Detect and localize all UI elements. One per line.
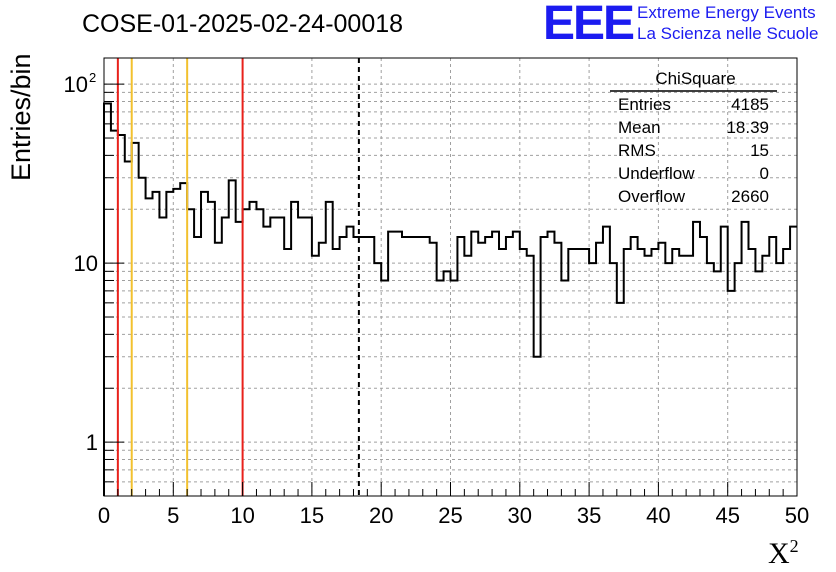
stats-value: 2660 (731, 187, 769, 206)
histogram-bin (582, 249, 589, 496)
histogram-bin (603, 227, 610, 496)
y-axis-label: Entries/bin (6, 53, 36, 181)
histogram-bin (146, 198, 153, 496)
histogram-bin (700, 237, 707, 496)
logo-subtitle-2: La Scienza nelle Scuole (637, 24, 819, 43)
x-axis-label: X2 (768, 536, 799, 571)
x-tick-label: 10 (230, 503, 254, 528)
histogram-bin (534, 357, 541, 496)
histogram-bin (250, 202, 257, 496)
histogram-bin (541, 237, 548, 496)
histogram-bin (665, 263, 672, 496)
stats-value: 15 (750, 141, 769, 160)
stats-value: 0 (760, 164, 769, 183)
histogram-bin (485, 237, 492, 496)
histogram-bin (520, 249, 527, 496)
histogram-bin (651, 249, 658, 496)
logo-subtitle-1: Extreme Energy Events (637, 3, 816, 22)
histogram-bin (194, 237, 201, 496)
histogram-bin (208, 202, 215, 496)
x-tick-label: 20 (369, 503, 393, 528)
histogram-bin (291, 202, 298, 496)
histogram-bin (326, 202, 333, 496)
histogram-bin (180, 183, 187, 496)
histogram-bin (284, 249, 291, 496)
x-tick-label: 35 (577, 503, 601, 528)
x-tick-label: 50 (785, 503, 809, 528)
y-tick-label: 1 (86, 430, 98, 455)
x-tick-label: 40 (646, 503, 670, 528)
x-axis-label-base: X (768, 537, 790, 570)
histogram-bin (769, 237, 776, 496)
histogram-bin (728, 291, 735, 496)
histogram-bin (638, 249, 645, 496)
x-tick-label: 5 (167, 503, 179, 528)
histogram-bin (125, 161, 132, 496)
histogram-bin (624, 249, 631, 496)
histogram-bin (714, 271, 721, 496)
stats-label: RMS (618, 141, 656, 160)
stats-title: ChiSquare (655, 69, 735, 88)
stats-label: Underflow (618, 164, 695, 183)
histogram-bin (783, 249, 790, 496)
histogram-bin (367, 237, 374, 496)
histogram-bin (790, 227, 797, 496)
histogram-bin (256, 209, 263, 496)
histogram-bin (104, 103, 111, 496)
x-tick-label: 45 (715, 503, 739, 528)
y-tick-label-sup: 2 (89, 70, 96, 85)
histogram-bin (132, 143, 139, 496)
histogram-bin (735, 263, 742, 496)
histogram-line (103, 102, 797, 496)
chart-title: COSE-01-2025-02-24-00018 (82, 10, 404, 38)
x-axis-label-sup: 2 (789, 536, 799, 556)
eee-logo: EEE (543, 0, 635, 50)
histogram-bin (755, 271, 762, 496)
histogram-bin (589, 263, 596, 496)
histogram-bin (423, 237, 430, 496)
stats-value: 4185 (731, 95, 769, 114)
histogram-bin (243, 209, 250, 496)
histogram-bin (187, 209, 194, 496)
histogram-bin (402, 237, 409, 496)
y-tick-label: 10 (64, 72, 88, 97)
stats-value: 18.39 (726, 118, 769, 137)
histogram-bin (499, 249, 506, 496)
histogram-bin (374, 263, 381, 496)
histogram-bin (707, 263, 714, 496)
histogram-bin (568, 249, 575, 496)
histogram-bin (444, 271, 451, 496)
histogram-bin (360, 237, 367, 496)
x-tick-label: 30 (508, 503, 532, 528)
histogram-bin (111, 131, 118, 496)
stats-label: Overflow (618, 187, 686, 206)
histogram-bin (748, 249, 755, 496)
histogram-bin (333, 249, 340, 496)
histogram-bin (776, 263, 783, 496)
histogram-bin (263, 227, 270, 496)
x-tick-label: 0 (98, 503, 110, 528)
x-tick-label: 15 (300, 503, 324, 528)
histogram-bin (457, 237, 464, 496)
histogram-bin (340, 237, 347, 496)
stats-label: Mean (618, 118, 661, 137)
histogram-bin (721, 227, 728, 496)
stats-label: Entries (618, 95, 671, 114)
histogram-bin (672, 249, 679, 496)
x-tick-label: 25 (438, 503, 462, 528)
y-tick-label: 10 (74, 251, 98, 276)
histogram-bin (347, 227, 354, 496)
histogram-bin (409, 237, 416, 496)
histogram-bin (610, 263, 617, 496)
histogram-bin (229, 180, 236, 496)
histogram-bin (631, 237, 638, 496)
histogram-bin (506, 237, 513, 496)
histogram-bin (416, 237, 423, 496)
histogram-bin (617, 303, 624, 496)
histogram-bin (139, 178, 146, 496)
histogram-bin (575, 249, 582, 496)
